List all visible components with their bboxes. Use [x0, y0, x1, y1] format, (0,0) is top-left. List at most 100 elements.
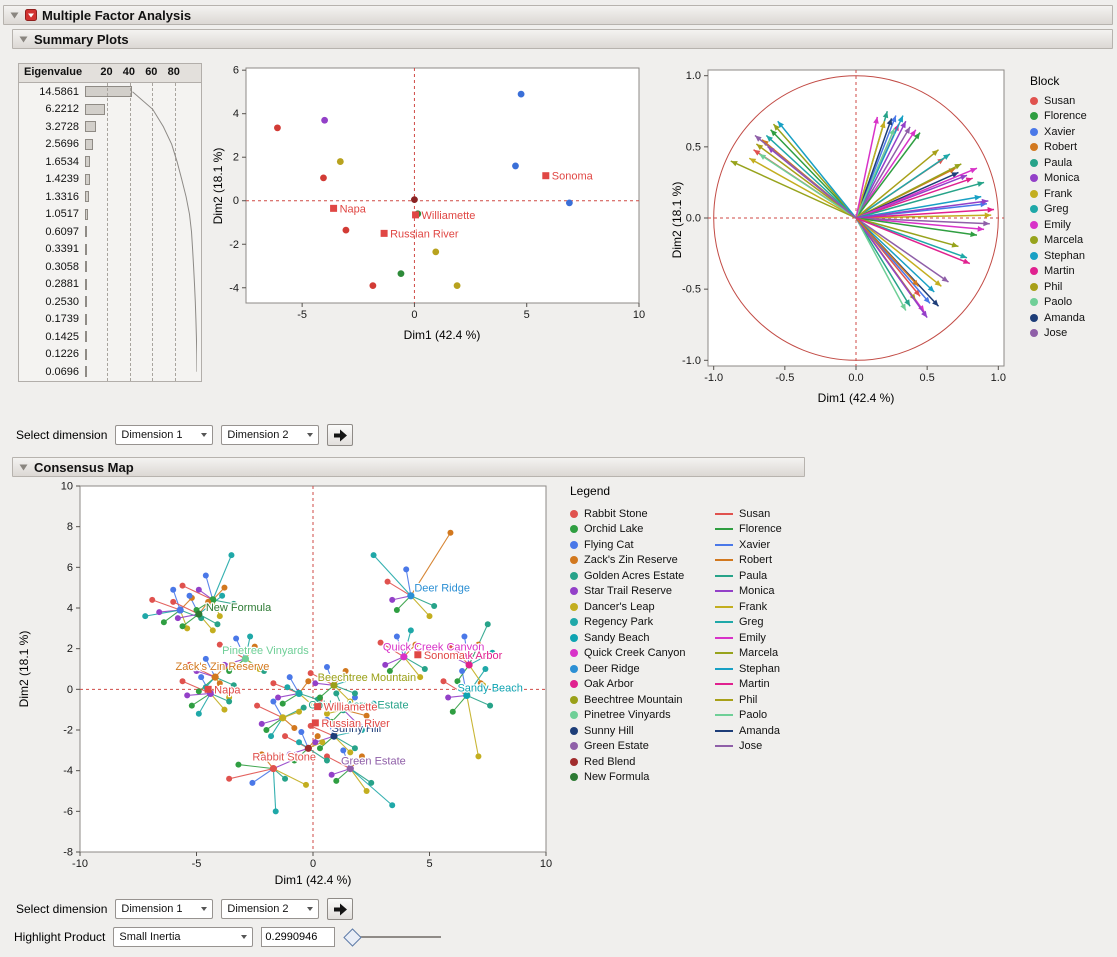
partial-point[interactable] — [307, 670, 314, 677]
partial-point[interactable] — [328, 718, 335, 725]
partial-point[interactable] — [440, 678, 447, 685]
partial-point[interactable] — [179, 678, 186, 685]
partial-point[interactable] — [347, 698, 354, 705]
legend-item-florence[interactable]: Florence — [1030, 109, 1087, 125]
partial-point[interactable] — [449, 708, 456, 715]
partial-point[interactable] — [407, 627, 414, 634]
partial-point[interactable] — [333, 690, 340, 697]
partial-point[interactable] — [282, 775, 289, 782]
partial-point[interactable] — [489, 649, 496, 656]
outline-header-mfa[interactable]: Multiple Factor Analysis — [3, 5, 1113, 25]
loading-arrow[interactable] — [765, 134, 857, 219]
partial-point[interactable] — [417, 674, 424, 681]
disclosure-open-icon[interactable] — [18, 462, 29, 473]
partial-point[interactable] — [296, 708, 303, 715]
legend-item-greg[interactable]: Greg — [715, 615, 782, 631]
eigenvalue-bar[interactable] — [85, 208, 89, 220]
dimension-2-select[interactable]: Dimension 2 — [221, 425, 320, 445]
legend-item-golden-acres-estate[interactable]: Golden Acres Estate — [570, 568, 686, 584]
product-point[interactable] — [400, 653, 408, 661]
region-mean-marker[interactable] — [380, 229, 388, 237]
loading-arrow[interactable] — [855, 121, 886, 219]
legend-item-paolo[interactable]: Paolo — [1030, 295, 1087, 311]
partial-point[interactable] — [296, 739, 303, 746]
wine-point[interactable] — [397, 270, 405, 278]
legend-item-jose[interactable]: Jose — [1030, 326, 1087, 342]
partial-point[interactable] — [475, 753, 482, 760]
loading-arrow[interactable] — [855, 163, 962, 219]
legend-item-robert[interactable]: Robert — [1030, 140, 1087, 156]
partial-point[interactable] — [351, 745, 358, 752]
legend-item-stephan[interactable]: Stephan — [1030, 248, 1087, 264]
eigenvalue-bar[interactable] — [85, 121, 96, 132]
legend-item-oak-arbor[interactable]: Oak Arbor — [570, 677, 686, 693]
legend-item-flying-cat[interactable]: Flying Cat — [570, 537, 686, 553]
partial-point[interactable] — [316, 694, 323, 701]
partial-point[interactable] — [263, 727, 270, 733]
partial-point[interactable] — [221, 584, 228, 591]
loading-arrow[interactable] — [772, 123, 857, 219]
partial-point[interactable] — [286, 751, 293, 758]
loading-arrow[interactable] — [770, 129, 857, 219]
partial-point[interactable] — [286, 674, 293, 681]
product-point[interactable] — [330, 732, 338, 740]
partial-point[interactable] — [195, 586, 202, 593]
loading-arrow[interactable] — [855, 181, 985, 219]
partial-point[interactable] — [356, 674, 363, 681]
partial-point[interactable] — [170, 586, 177, 593]
slider-track[interactable] — [345, 936, 442, 938]
partial-point[interactable] — [291, 757, 298, 764]
legend-item-star-trail-reserve[interactable]: Star Trail Reserve — [570, 584, 686, 600]
wine-point[interactable] — [565, 199, 573, 207]
legend-item-sandy-beach[interactable]: Sandy Beach — [570, 630, 686, 646]
loading-arrow[interactable] — [855, 214, 992, 219]
eigenvalue-bar[interactable] — [85, 86, 133, 97]
legend-item-marcela[interactable]: Marcela — [1030, 233, 1087, 249]
eigenvalue-bar[interactable] — [85, 243, 87, 255]
partial-point[interactable] — [188, 702, 195, 709]
product-point[interactable] — [195, 610, 203, 618]
eigenvalue-bar[interactable] — [85, 278, 87, 290]
partial-point[interactable] — [195, 710, 202, 717]
partial-point[interactable] — [258, 751, 265, 758]
highlight-mode-select[interactable]: Small Inertia — [113, 927, 254, 947]
legend-item-paolo[interactable]: Paolo — [715, 708, 782, 724]
partial-point[interactable] — [447, 529, 454, 536]
partial-point[interactable] — [340, 747, 347, 754]
region-mean-marker[interactable] — [204, 685, 212, 693]
partial-point[interactable] — [312, 739, 319, 746]
red-hotspot-icon[interactable] — [25, 9, 37, 21]
partial-point[interactable] — [156, 609, 163, 616]
legend-item-orchid-lake[interactable]: Orchid Lake — [570, 522, 686, 538]
partial-point[interactable] — [393, 633, 400, 640]
eigenvalue-bar[interactable] — [85, 156, 91, 167]
partial-point[interactable] — [454, 678, 461, 685]
loading-arrow[interactable] — [748, 157, 857, 219]
disclosure-open-icon[interactable] — [9, 10, 20, 21]
partial-point[interactable] — [170, 598, 177, 605]
partial-point[interactable] — [368, 779, 375, 786]
legend-item-xavier[interactable]: Xavier — [715, 537, 782, 553]
legend-item-stephan[interactable]: Stephan — [715, 661, 782, 677]
loading-arrow[interactable] — [855, 217, 907, 311]
loading-arrow[interactable] — [855, 153, 951, 219]
eigenvalue-bar[interactable] — [85, 173, 90, 185]
partial-point[interactable] — [480, 682, 487, 689]
wine-point[interactable] — [432, 248, 440, 256]
partial-point[interactable] — [342, 720, 349, 727]
partial-point[interactable] — [358, 753, 365, 760]
legend-item-paula[interactable]: Paula — [1030, 155, 1087, 171]
loading-arrow[interactable] — [855, 217, 911, 307]
partial-point[interactable] — [377, 639, 384, 646]
loading-arrow[interactable] — [855, 217, 942, 287]
dimension-1-select[interactable]: Dimension 1 — [115, 899, 214, 919]
legend-item-pinetree-vinyards[interactable]: Pinetree Vinyards — [570, 708, 686, 724]
inertia-value-field[interactable] — [261, 927, 336, 947]
partial-point[interactable] — [447, 643, 454, 650]
partial-point[interactable] — [216, 680, 223, 687]
loading-arrow[interactable] — [855, 126, 911, 219]
legend-item-marcela[interactable]: Marcela — [715, 646, 782, 662]
partial-point[interactable] — [174, 615, 181, 622]
update-dimensions-button[interactable] — [327, 424, 354, 446]
partial-point[interactable] — [221, 661, 228, 668]
